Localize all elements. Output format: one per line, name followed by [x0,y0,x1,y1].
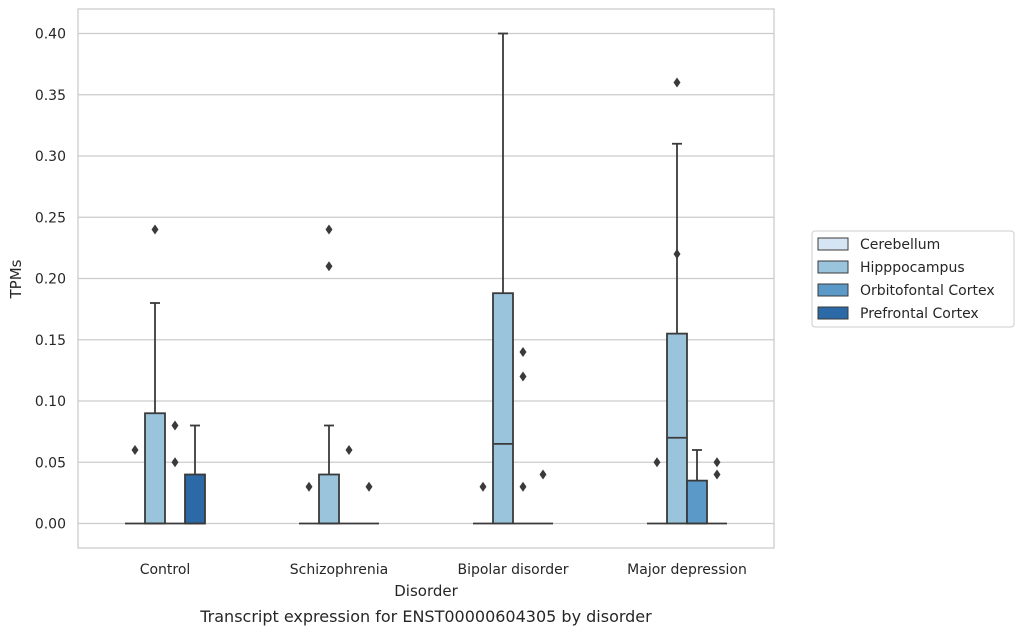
legend-label: Prefrontal Cortex [860,306,979,322]
legend-label: Cerebellum [860,237,940,253]
boxplot-marks [125,32,727,525]
legend-swatch [817,283,849,297]
box [492,292,514,525]
legend-swatch [817,237,849,251]
box [686,479,708,525]
legend-box [811,230,1015,328]
y-axis-ticks: 0.00 0.05 0.10 0.15 0.20 0.25 0.30 0.35 0.40 [35,27,66,533]
x-tick-label: Schizophrenia [290,562,388,578]
legend-label: Hipppocampus [860,260,965,276]
box-group [125,445,145,525]
outlier-point [519,371,527,382]
box [666,332,688,525]
box-group [707,457,727,525]
legend: Cerebellum Hipppocampus Orbitofontal Corte… [811,230,1015,328]
box-group [533,469,553,525]
y-axis-title: TPMs [7,259,25,299]
box-group [144,224,166,525]
x-axis-title: Disorder [394,582,458,600]
x-tick-label: Bipolar disorder [457,562,568,578]
chart-caption: Transcript expression for ENST0000060430… [199,607,652,626]
box-group [647,457,667,525]
outlier-point [325,224,333,235]
outlier-point [365,481,373,492]
box-group [339,445,359,525]
box-group [184,424,206,525]
box-group [666,77,688,525]
box-group [473,481,493,525]
outlier-point [151,224,159,235]
outlier-point [305,481,313,492]
gridlines [78,32,774,525]
legend-swatch [817,260,849,274]
x-axis-ticks: Control Schizophrenia Bipolar disorder Majo… [140,562,747,578]
legend-swatch [817,306,849,320]
y-tick-label: 0.00 [35,517,66,533]
y-tick-label: 0.35 [35,88,66,104]
plot-area-frame [77,8,775,549]
x-tick-label: Major depression [627,562,747,578]
box-group [299,481,319,525]
y-tick-label: 0.25 [35,210,66,226]
outlier-point [653,457,661,468]
outlier-point [325,261,333,272]
box-group [492,32,514,525]
y-tick-label: 0.10 [35,394,66,410]
box [144,412,166,525]
y-tick-label: 0.30 [35,149,66,165]
outlier-point [171,457,179,468]
y-tick-label: 0.40 [35,27,66,43]
y-tick-label: 0.20 [35,272,66,288]
outlier-point [713,469,721,480]
box-group [165,420,185,525]
box [318,473,340,525]
outlier-point [345,445,353,455]
box-group [359,481,379,525]
x-tick-label: Control [140,562,191,578]
box-group [318,224,340,525]
outlier-point [713,457,721,468]
outlier-point [131,445,139,455]
y-tick-label: 0.15 [35,333,66,349]
box-group [513,347,533,525]
legend-label: Orbitofontal Cortex [860,283,995,299]
box-group [686,449,708,525]
outlier-point [519,347,527,357]
outlier-point [519,481,527,492]
outlier-point [479,481,487,492]
y-tick-label: 0.05 [35,455,66,471]
outlier-point [539,469,547,480]
box [184,473,206,525]
outlier-point [673,249,681,259]
outlier-point [673,77,681,88]
outlier-point [171,420,179,431]
